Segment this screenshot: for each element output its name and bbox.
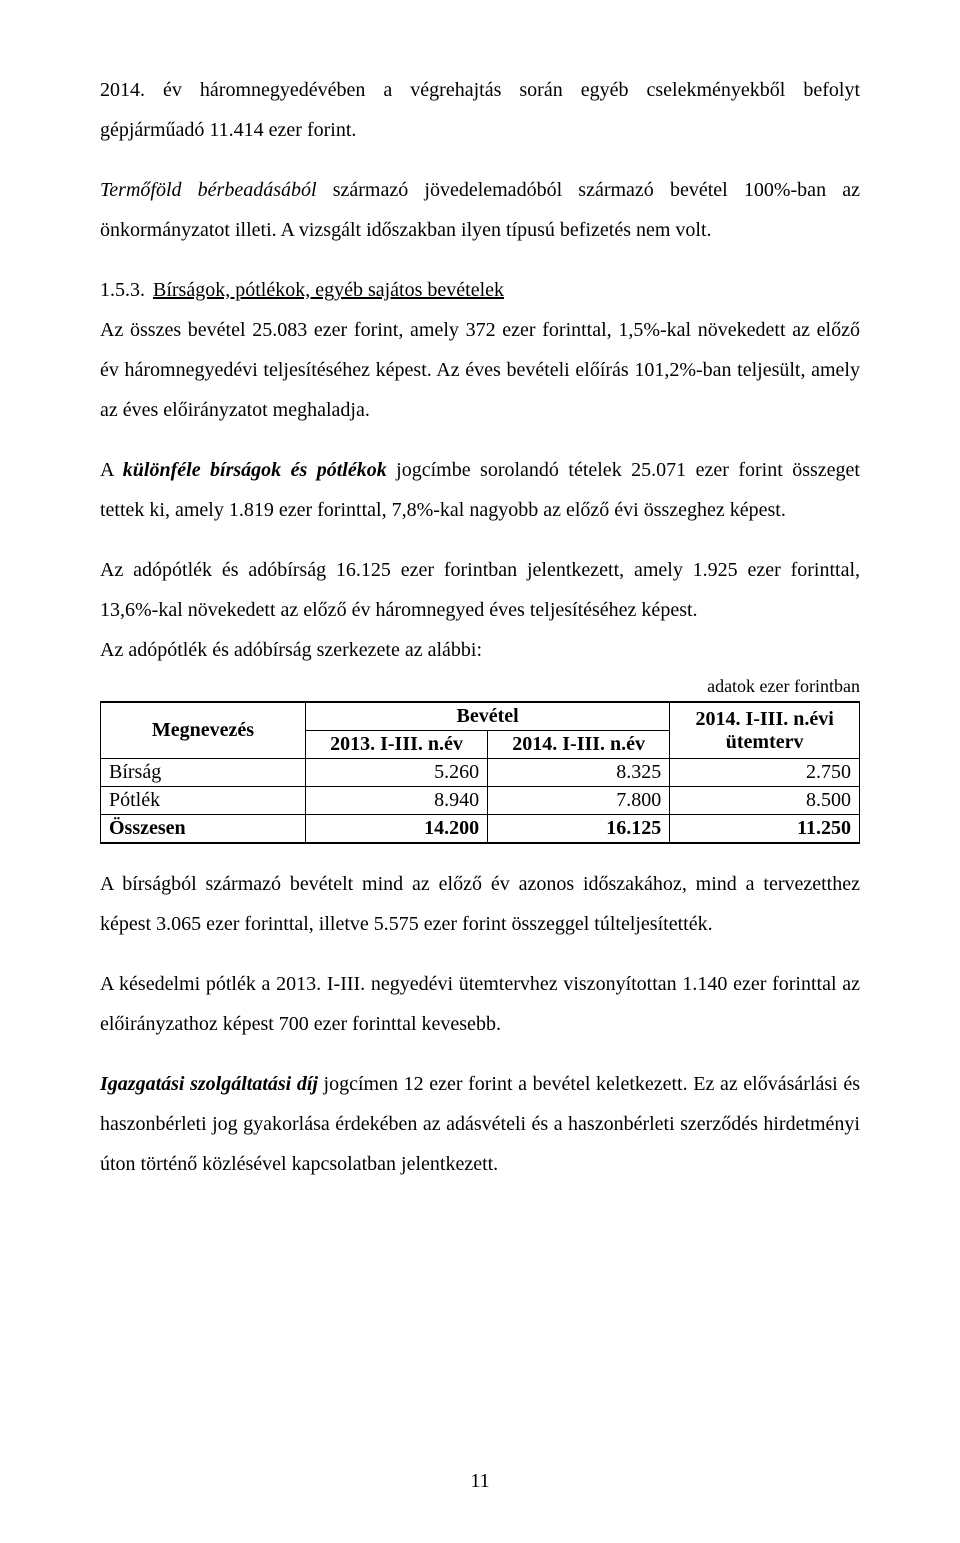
section-title: Bírságok, pótlékok, egyéb sajátos bevéte…	[153, 279, 504, 301]
data-table: Megnevezés Bevétel 2014. I-III. n.évi üt…	[100, 701, 860, 844]
cell-label: Összesen	[101, 815, 306, 844]
cell-value: 2.750	[670, 759, 860, 787]
table-caption: adatok ezer forintban	[100, 676, 860, 697]
cell-value: 7.800	[488, 787, 670, 815]
paragraph: Az adópótlék és adóbírság 16.125 ezer fo…	[100, 550, 860, 630]
term-italic: Termőföld bérbeadásából	[100, 179, 317, 201]
document-page: 2014. év háromnegyedévében a végrehajtás…	[0, 0, 960, 1543]
table-row: Bírság 5.260 8.325 2.750	[101, 759, 860, 787]
table-header: Bevétel	[305, 702, 669, 731]
cell-value: 8.325	[488, 759, 670, 787]
cell-value: 16.125	[488, 815, 670, 844]
cell-value: 14.200	[305, 815, 487, 844]
paragraph: A bírságból származó bevételt mind az el…	[100, 864, 860, 944]
cell-label: Pótlék	[101, 787, 306, 815]
cell-value: 8.940	[305, 787, 487, 815]
paragraph: 2014. év háromnegyedévében a végrehajtás…	[100, 70, 860, 150]
table-header: Megnevezés	[101, 702, 306, 759]
paragraph: A késedelmi pótlék a 2013. I-III. negyed…	[100, 964, 860, 1044]
table-header: 2013. I-III. n.év	[305, 731, 487, 759]
term-bold-italic: különféle bírságok és pótlékok	[123, 459, 387, 481]
term-bold-italic: Igazgatási szolgáltatási díj	[100, 1073, 318, 1095]
paragraph: Termőföld bérbeadásából származó jövedel…	[100, 170, 860, 250]
paragraph: A különféle bírságok és pótlékok jogcímb…	[100, 450, 860, 530]
section-heading: 1.5.3. Bírságok, pótlékok, egyéb sajátos …	[100, 270, 860, 310]
paragraph: Az összes bevétel 25.083 ezer forint, am…	[100, 310, 860, 430]
table-row: Pótlék 8.940 7.800 8.500	[101, 787, 860, 815]
table-header: 2014. I-III. n.év	[488, 731, 670, 759]
cell-label: Bírság	[101, 759, 306, 787]
text: A	[100, 459, 123, 481]
paragraph: Az adópótlék és adóbírság szerkezete az …	[100, 630, 860, 670]
table-header: 2014. I-III. n.évi ütemterv	[670, 702, 860, 759]
page-number: 11	[0, 1470, 960, 1493]
paragraph: Igazgatási szolgáltatási díj jogcímen 12…	[100, 1064, 860, 1184]
cell-value: 8.500	[670, 787, 860, 815]
section-number: 1.5.3.	[100, 279, 145, 301]
cell-value: 5.260	[305, 759, 487, 787]
cell-value: 11.250	[670, 815, 860, 844]
table-row-total: Összesen 14.200 16.125 11.250	[101, 815, 860, 844]
